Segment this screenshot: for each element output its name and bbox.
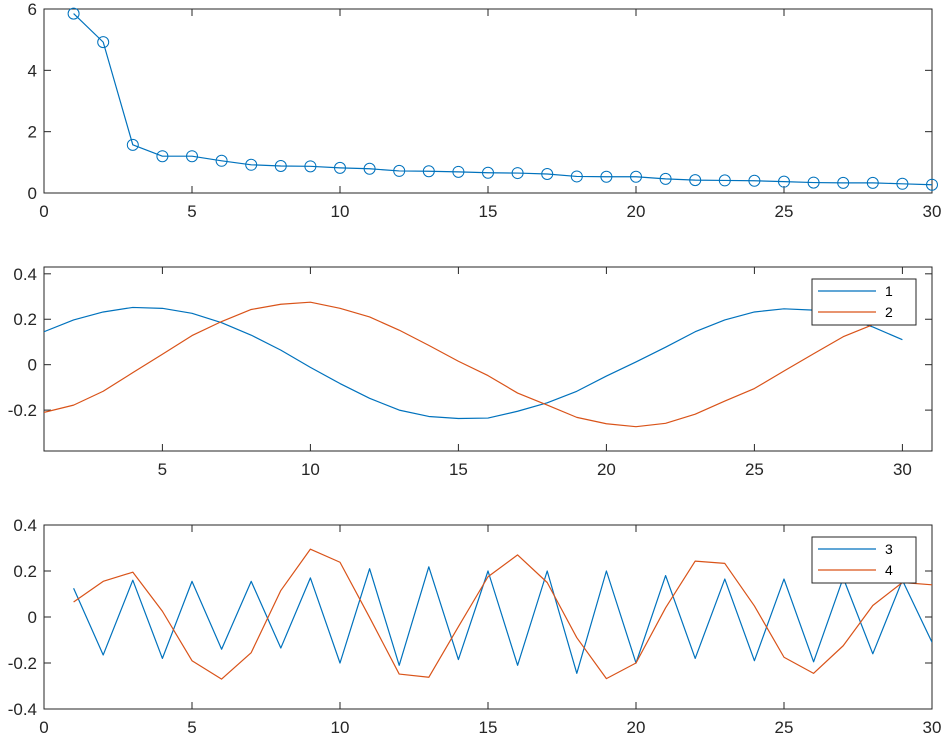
data-point-marker — [778, 175, 790, 188]
data-point-marker — [511, 167, 524, 180]
x-tick-label: 25 — [775, 718, 794, 737]
data-point-marker — [363, 162, 376, 175]
x-tick-label: 5 — [187, 718, 196, 737]
series-group — [73, 548, 932, 680]
data-point-marker — [807, 176, 820, 189]
y-tick-label: 4 — [28, 61, 37, 80]
x-tick-label: 15 — [449, 460, 468, 479]
y-tick-label: 2 — [28, 123, 37, 142]
x-tick-label: 10 — [331, 718, 350, 737]
plot-area-frame — [43, 524, 933, 710]
x-tick-label: 15 — [479, 202, 498, 221]
series-group — [44, 301, 903, 428]
y-tick-label: -0.2 — [8, 654, 37, 673]
data-point-marker — [215, 154, 228, 167]
data-point-marker — [482, 166, 494, 179]
plot-3: 0 5 10 15 20 25 30-0.4-0.200.20.434 — [8, 516, 942, 737]
legend-entry-label: 1 — [885, 283, 893, 299]
y-tick-label: 0.2 — [13, 562, 37, 581]
plot-2: 5 10 15 20 25 30-0.200.20.412 — [8, 265, 933, 479]
x-tick-label: 5 — [158, 460, 167, 479]
data-point-marker — [926, 178, 938, 191]
data-point-marker — [304, 160, 317, 173]
x-tick-label: 10 — [301, 460, 320, 479]
data-point-marker — [452, 165, 465, 178]
x-tick-label: 30 — [893, 460, 912, 479]
data-point-marker — [570, 170, 583, 183]
series-line-3 — [73, 566, 932, 674]
y-tick-label: -0.4 — [8, 700, 37, 719]
data-point-marker — [896, 177, 909, 190]
x-tick-label: 20 — [597, 460, 616, 479]
data-point-marker — [630, 170, 642, 183]
legend-entry-label: 4 — [885, 562, 893, 578]
y-tick-label: 0.2 — [13, 310, 37, 329]
x-tick-label: 0 — [39, 202, 48, 221]
y-tick-label: 0.4 — [13, 265, 37, 284]
plot-1: 0 5 10 15 20 25 30 0 2 4 6 — [28, 0, 942, 221]
data-point-marker — [97, 36, 110, 49]
legend-box — [811, 536, 917, 584]
x-tick-label: 20 — [627, 718, 646, 737]
data-point-marker — [334, 161, 346, 174]
series-line-1 — [44, 306, 903, 420]
x-tick-label: 30 — [923, 718, 942, 737]
data-point-marker — [186, 150, 198, 163]
data-point-marker — [541, 167, 554, 180]
y-tick-label: 0 — [28, 356, 37, 375]
y-tick-label: 6 — [28, 0, 37, 19]
data-point-marker — [274, 160, 287, 173]
data-point-marker — [67, 7, 80, 20]
x-tick-label: 0 — [39, 718, 48, 737]
data-point-marker — [748, 174, 761, 187]
series-line — [73, 13, 932, 186]
x-tick-label: 30 — [923, 202, 942, 221]
data-point-marker — [156, 150, 169, 163]
x-tick-label: 10 — [331, 202, 350, 221]
y-tick-label: 0.4 — [13, 516, 37, 535]
data-point-marker — [837, 176, 850, 189]
legend: 12 — [811, 278, 917, 326]
x-tick-label: 5 — [187, 202, 196, 221]
data-point-marker — [422, 165, 435, 178]
series-line-2 — [44, 301, 903, 428]
y-tick-label: -0.2 — [8, 401, 37, 420]
data-point-marker — [689, 174, 702, 187]
plot-area-frame — [43, 8, 933, 194]
data-point-marker — [393, 164, 406, 177]
data-point-marker — [866, 176, 879, 189]
x-tick-label: 15 — [479, 718, 498, 737]
data-point-marker — [126, 138, 139, 151]
legend-entry-label: 3 — [885, 541, 893, 557]
y-tick-label: 0 — [28, 184, 37, 203]
x-tick-label: 25 — [745, 460, 764, 479]
plot-area-frame — [43, 266, 933, 452]
data-point-marker — [600, 170, 613, 183]
x-tick-label: 20 — [627, 202, 646, 221]
legend: 34 — [811, 536, 917, 584]
data-point-marker — [659, 172, 672, 185]
series-group — [73, 13, 932, 186]
data-point-marker — [718, 174, 731, 187]
x-tick-label: 25 — [775, 202, 794, 221]
legend-box — [811, 278, 917, 326]
data-point-marker — [245, 158, 258, 171]
y-tick-label: 0 — [28, 608, 37, 627]
legend-entry-label: 2 — [885, 304, 893, 320]
series-line-4 — [73, 548, 932, 680]
